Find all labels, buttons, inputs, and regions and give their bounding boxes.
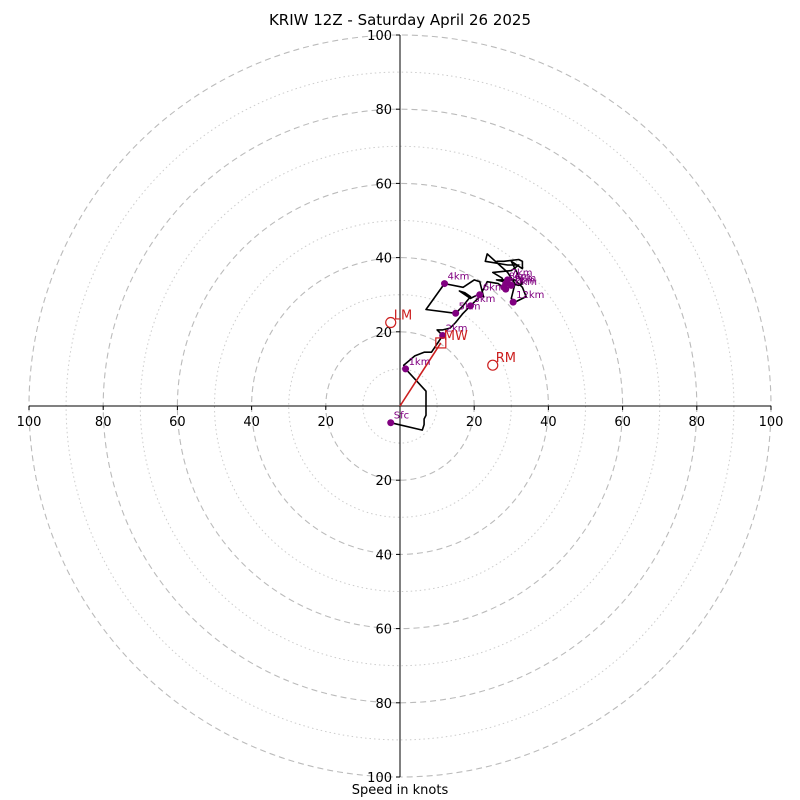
y-tick-label: 40: [375, 548, 392, 563]
height-marker: 4km: [441, 272, 469, 288]
height-marker-label: 6km: [483, 283, 505, 294]
y-tick-label: 100: [367, 771, 392, 786]
x-axis-label: Speed in knots: [351, 783, 449, 798]
height-marker-label: 12km: [516, 290, 544, 301]
height-marker: 2km: [439, 324, 468, 340]
height-marker: 6km: [476, 283, 505, 299]
height-marker-dot: [452, 309, 460, 317]
storm-motion-layer: LM RM MW: [385, 309, 516, 371]
height-marker-dot: [500, 283, 508, 291]
x-tick-label: 80: [689, 415, 706, 430]
height-marker-label: 5km: [459, 301, 481, 312]
x-tick-label: 40: [243, 415, 260, 430]
height-marker: 3km: [466, 294, 495, 310]
height-marker-dot: [476, 291, 484, 299]
y-tick-label: 100: [367, 29, 392, 44]
x-tick-label: 80: [95, 415, 112, 430]
height-marker-label: Sfc: [394, 411, 409, 422]
height-marker-label: 10km: [509, 277, 537, 288]
height-marker-dot: [466, 302, 474, 310]
height-marker: 9km: [507, 273, 536, 289]
height-marker-label: 11km: [507, 275, 535, 286]
storm-motion-square: [435, 337, 447, 349]
x-tick-label: 100: [17, 415, 42, 430]
height-marker-dot: [509, 298, 517, 306]
x-tick-label: 60: [614, 415, 631, 430]
y-tick-label: 60: [375, 623, 392, 638]
y-tick-label: 20: [375, 326, 392, 341]
storm-motion-lm: LM: [385, 309, 412, 329]
height-marker-label: 4km: [448, 272, 470, 283]
x-tick-label: 20: [318, 415, 335, 430]
storm-motion-rm: RM: [487, 351, 516, 371]
y-tick-label: 40: [375, 252, 392, 267]
x-tick-label: 100: [759, 415, 784, 430]
height-marker-label: 9km: [514, 273, 536, 284]
storm-motion-label: MW: [444, 329, 468, 344]
height-marker-label: 7km: [511, 268, 533, 279]
height-marker-dot: [439, 332, 447, 340]
chart-title: KRIW 12Z - Saturday April 26 2025: [268, 11, 532, 29]
storm-motion-circle: [385, 316, 397, 329]
height-marker: 12km: [509, 290, 544, 306]
x-tick-label: 40: [540, 415, 557, 430]
storm-motion-label: RM: [496, 351, 516, 366]
height-marker-dot: [441, 280, 449, 288]
x-tick-label: 20: [466, 415, 483, 430]
x-tick-label: 60: [169, 415, 186, 430]
height-marker-dot: [402, 365, 410, 373]
storm-motion-mw: MW: [435, 329, 468, 349]
height-marker-label: 2km: [446, 324, 468, 335]
y-tick-label: 60: [375, 177, 392, 192]
y-tick-label: 80: [375, 103, 392, 118]
height-marker-label: 3km: [473, 294, 495, 305]
storm-motion-circle: [487, 359, 499, 371]
height-marker: Sfc: [387, 411, 409, 427]
shear-vector: [399, 342, 442, 407]
height-marker-label: 1km: [409, 357, 431, 368]
height-marker-dot: [507, 281, 515, 289]
height-marker: 5km: [452, 301, 481, 317]
height-marker: 11km: [500, 275, 535, 291]
y-tick-label: 80: [375, 697, 392, 712]
storm-motion-label: LM: [394, 309, 412, 324]
tick-labels: 100 100 80 80 60 60 40 40 20 20 20 20 40 40 60 60 80 80 10…: [17, 29, 784, 786]
height-marker-label: 8km: [509, 272, 531, 283]
y-tick-label: 20: [375, 474, 392, 489]
height-marker: 1km: [402, 357, 430, 373]
height-marker-dot: [387, 419, 395, 427]
